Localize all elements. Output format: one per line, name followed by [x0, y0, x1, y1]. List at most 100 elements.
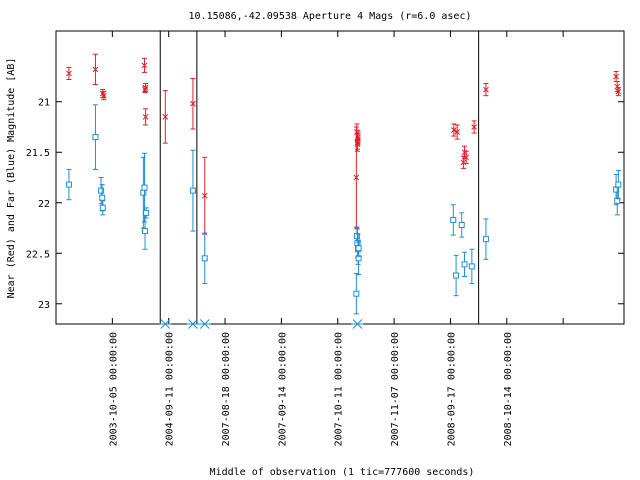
y-axis: 21 21.5 22 22.5 23: [26, 98, 624, 311]
data-point: [614, 81, 621, 93]
data-point: [189, 149, 196, 232]
data-point: [99, 200, 106, 216]
data-point: [353, 272, 360, 315]
square-marker: [461, 261, 468, 268]
data-point: [141, 57, 148, 73]
square-marker: [99, 194, 106, 201]
y-tick-label: 22.5: [26, 249, 50, 260]
data-point: [482, 218, 489, 260]
y-tick-label: 22: [38, 199, 50, 210]
data-point: [458, 212, 465, 238]
data-point: [460, 155, 467, 169]
asterisk-stroke: [188, 319, 198, 329]
y-tick-label: 21: [38, 98, 50, 109]
square-marker: [482, 236, 489, 243]
data-point: [92, 104, 99, 170]
x-marker: [201, 192, 208, 199]
square-marker: [140, 189, 147, 196]
square-marker: [353, 290, 360, 297]
x-marker: [162, 114, 169, 120]
x-marker: [142, 84, 149, 91]
data-point: [613, 70, 619, 83]
data-point: [142, 83, 149, 93]
asterisk-stroke: [160, 319, 171, 329]
data-point: [143, 207, 150, 219]
data-point: [471, 120, 477, 134]
data-point: [201, 232, 208, 285]
y-tick-label: 21.5: [26, 148, 50, 159]
x-marker: [471, 124, 477, 130]
data-point: [450, 204, 457, 236]
upper-limit-marker: [159, 319, 172, 329]
x-marker: [141, 62, 148, 69]
square-marker: [453, 272, 460, 279]
y-tick-label: 23: [38, 300, 50, 311]
data-point: [92, 53, 99, 86]
x-marker: [66, 70, 72, 77]
x-marker: [483, 86, 489, 93]
data-point: [66, 66, 72, 80]
data-point: [463, 150, 470, 164]
data-point: [615, 87, 622, 97]
x-tick-label: 2007-09-14 00:00:00: [277, 332, 288, 446]
asterisk-stroke: [352, 319, 363, 329]
data-point: [615, 169, 622, 200]
x-tick-label: 2007-08-18 00:00:00: [221, 332, 232, 446]
square-marker: [468, 263, 475, 270]
square-marker: [458, 221, 465, 228]
upper-limit-marker: [351, 319, 364, 329]
plot-frame: [55, 30, 625, 325]
x-marker: [92, 66, 99, 73]
x-marker: [615, 88, 622, 95]
data-point: [468, 248, 475, 285]
x-tick-label: 2007-11-07 00:00:00: [390, 332, 401, 446]
square-marker: [99, 204, 106, 211]
square-marker: [615, 181, 622, 188]
data-point: [454, 124, 461, 140]
data-point: [461, 251, 468, 278]
square-marker: [189, 187, 196, 194]
x-marker: [354, 141, 361, 148]
x-axis: 2003-10-05 00:00:00 2004-09-11 00:00:00 20…: [108, 31, 564, 446]
square-marker: [65, 181, 72, 188]
square-marker: [92, 134, 99, 141]
data-point: [453, 254, 460, 297]
data-point: [355, 132, 361, 146]
asterisk-stroke: [199, 319, 210, 329]
x-axis-label: Middle of observation (1 tic=777600 seco…: [210, 467, 475, 478]
data-point: [355, 239, 362, 257]
upper-limit-marker: [198, 319, 211, 329]
x-marker: [614, 83, 621, 90]
x-marker: [101, 92, 107, 99]
data-point: [162, 90, 169, 144]
data-point: [101, 91, 107, 101]
chart-title: 10.15086,-42.09538 Aperture 4 Mags (r=6.…: [189, 11, 472, 22]
x-tick-label: 2004-09-11 00:00:00: [165, 332, 176, 446]
x-marker: [454, 129, 461, 135]
square-marker: [354, 240, 361, 247]
x-marker: [355, 136, 361, 142]
data-point: [450, 123, 457, 137]
square-marker: [201, 255, 208, 262]
upper-limit-marker: [186, 319, 199, 329]
x-marker: [354, 129, 360, 135]
data-point: [142, 108, 149, 126]
x-marker: [613, 73, 619, 80]
x-marker: [190, 100, 196, 107]
y-axis-label: Near (Red) and Far (Blue) Magnitude [AB]: [6, 58, 17, 299]
x-marker: [353, 174, 360, 181]
square-marker: [355, 245, 362, 252]
data-marks: [65, 53, 622, 329]
x-tick-label: 2007-10-11 00:00:00: [334, 332, 345, 446]
segment-boundaries: [159, 31, 480, 324]
data-point: [201, 156, 208, 235]
square-marker: [142, 228, 149, 235]
x-marker: [461, 149, 468, 156]
x-marker: [460, 159, 467, 166]
data-point: [190, 77, 196, 130]
data-point: [65, 168, 72, 201]
x-marker: [142, 114, 149, 120]
square-marker: [141, 184, 148, 191]
square-marker: [450, 216, 457, 223]
